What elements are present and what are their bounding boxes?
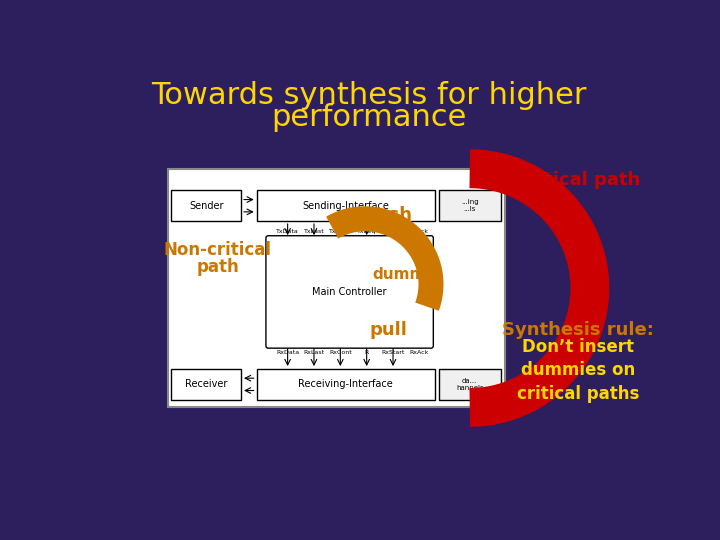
Text: Receiving-Interface: Receiving-Interface bbox=[298, 379, 393, 389]
Text: TxData: TxData bbox=[276, 229, 299, 234]
Text: path: path bbox=[197, 258, 239, 275]
FancyBboxPatch shape bbox=[256, 190, 435, 221]
Text: TxCont: TxCont bbox=[329, 229, 351, 234]
FancyBboxPatch shape bbox=[438, 369, 500, 400]
Text: Synthesis rule:: Synthesis rule: bbox=[503, 321, 654, 340]
Text: pull: pull bbox=[369, 321, 408, 340]
Text: push: push bbox=[364, 206, 413, 224]
Text: ...ing
...ls: ...ing ...ls bbox=[461, 199, 479, 212]
Text: Receiver: Receiver bbox=[185, 379, 228, 389]
Text: RxCont: RxCont bbox=[329, 350, 351, 355]
Text: RxLast: RxLast bbox=[303, 350, 325, 355]
Text: Non-critical: Non-critical bbox=[164, 241, 272, 259]
Text: Sender: Sender bbox=[189, 201, 223, 211]
FancyBboxPatch shape bbox=[256, 369, 435, 400]
Text: da...
hannels: da... hannels bbox=[456, 378, 484, 391]
FancyBboxPatch shape bbox=[168, 168, 505, 408]
Text: R: R bbox=[364, 350, 369, 355]
Text: TxAck: TxAck bbox=[410, 229, 429, 234]
FancyBboxPatch shape bbox=[266, 236, 433, 348]
Text: performance: performance bbox=[271, 103, 467, 132]
Text: TxReq: TxReq bbox=[357, 229, 377, 234]
FancyBboxPatch shape bbox=[171, 369, 241, 400]
Text: Sending-Interface: Sending-Interface bbox=[302, 201, 390, 211]
Text: TxLast: TxLast bbox=[304, 229, 324, 234]
Text: Don’t insert
dummies on
critical paths: Don’t insert dummies on critical paths bbox=[517, 338, 639, 403]
Text: TxStart: TxStart bbox=[382, 229, 405, 234]
FancyBboxPatch shape bbox=[171, 190, 241, 221]
Text: RxStart: RxStart bbox=[382, 350, 405, 355]
FancyBboxPatch shape bbox=[438, 190, 500, 221]
Text: dummy: dummy bbox=[372, 267, 436, 282]
Text: RxData: RxData bbox=[276, 350, 300, 355]
Text: Critical path: Critical path bbox=[516, 171, 640, 190]
Text: Towards synthesis for higher: Towards synthesis for higher bbox=[151, 81, 587, 110]
Text: Main Controller: Main Controller bbox=[312, 287, 387, 297]
Text: RxAck: RxAck bbox=[410, 350, 429, 355]
